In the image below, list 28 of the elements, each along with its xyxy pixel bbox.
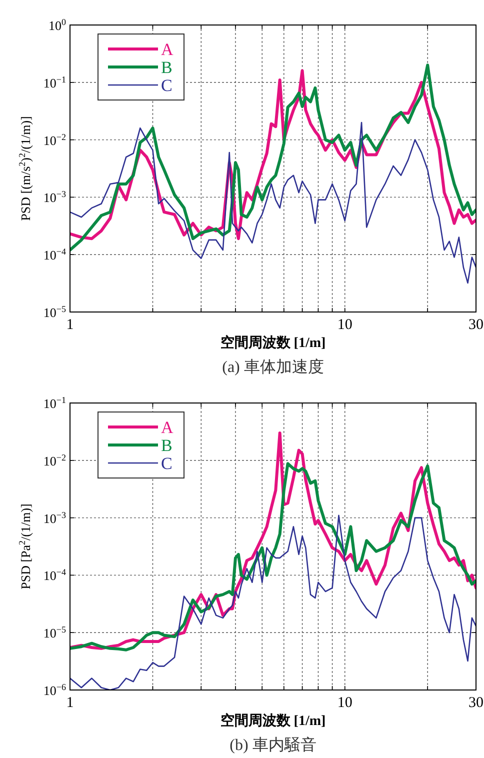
- legend-label: B: [161, 58, 172, 77]
- y-tick-label: 10$^{−1}$: [43, 74, 66, 90]
- y-tick-label: 10$^{−2}$: [43, 452, 66, 468]
- y-tick-label: 10$^{−4}$: [43, 567, 66, 584]
- legend-label: A: [161, 40, 174, 59]
- legend-label: A: [161, 418, 174, 437]
- text: (b) 車内騒音: [230, 736, 316, 754]
- y-tick-label: 10$^{−4}$: [43, 246, 66, 263]
- legend-label: C: [161, 76, 172, 95]
- x-tick-label: 1: [66, 317, 74, 333]
- x-tick-label: 1: [66, 695, 74, 711]
- y-tick-label: 10$^{0}$: [48, 17, 66, 33]
- y-tick-label: 10$^{−3}$: [43, 189, 66, 206]
- x-tick-label: 10: [337, 317, 352, 333]
- y-tick-label: 10$^{−5}$: [43, 624, 66, 641]
- y-tick-label: 10$^{−6}$: [43, 682, 66, 698]
- x-tick-label: 30: [468, 695, 484, 711]
- y-tick-label: 10$^{−1}$: [43, 395, 66, 411]
- legend-label: C: [161, 454, 172, 473]
- x-axis-title: 空間周波数 [1/m]: [220, 334, 326, 351]
- text: (a) 車体加速度: [222, 358, 324, 376]
- y-tick-label: 10$^{−5}$: [43, 304, 66, 320]
- y-tick-label: 10$^{−3}$: [43, 510, 66, 526]
- legend-label: B: [161, 436, 172, 455]
- x-tick-label: 30: [468, 317, 484, 333]
- y-tick-label: 10$^{−2}$: [43, 132, 66, 148]
- x-axis-title: 空間周波数 [1/m]: [220, 712, 326, 729]
- x-tick-label: 10: [337, 695, 352, 711]
